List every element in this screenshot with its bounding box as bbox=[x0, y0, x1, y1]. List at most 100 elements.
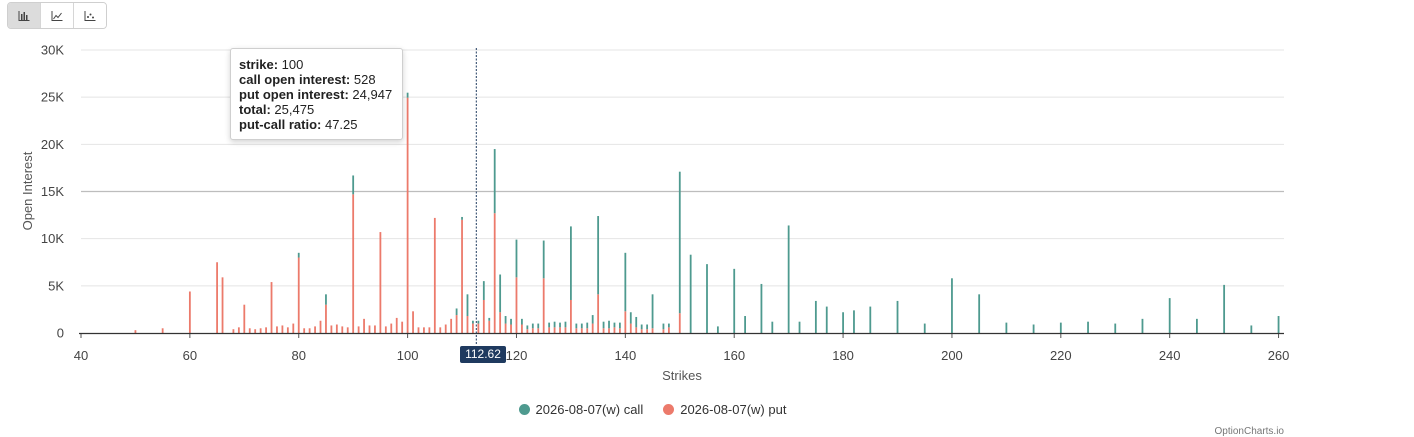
put-bar bbox=[433, 217, 436, 333]
call-bar bbox=[1250, 325, 1253, 333]
put-bar bbox=[216, 262, 218, 333]
call-bar bbox=[771, 321, 774, 333]
put-bar bbox=[629, 323, 632, 333]
scatter-chart-button[interactable] bbox=[74, 3, 106, 28]
call-bar bbox=[493, 149, 496, 214]
call-bar bbox=[635, 316, 638, 328]
put-bar bbox=[428, 327, 431, 333]
chart-type-toolbar bbox=[7, 2, 107, 29]
tooltip-strike-label: strike: bbox=[239, 57, 279, 72]
call-bar bbox=[1168, 298, 1171, 333]
put-bar bbox=[531, 328, 534, 333]
put-bar bbox=[646, 329, 649, 333]
x-tick-label: 60 bbox=[183, 348, 197, 363]
legend-item-put[interactable]: 2026-08-07(w) put bbox=[663, 402, 786, 417]
put-bar bbox=[559, 327, 561, 333]
put-bar bbox=[553, 327, 556, 333]
put-bar bbox=[221, 277, 224, 333]
put-bar bbox=[493, 213, 496, 333]
bar-chart-button[interactable] bbox=[8, 3, 41, 28]
y-tick-label: 0 bbox=[57, 326, 64, 341]
call-bar bbox=[640, 324, 643, 330]
call-bar bbox=[504, 316, 507, 324]
put-bar bbox=[292, 323, 295, 333]
put-bar bbox=[325, 304, 327, 333]
put-bar bbox=[303, 328, 306, 333]
call-bar bbox=[923, 323, 926, 333]
call-bar bbox=[537, 323, 540, 329]
put-bar bbox=[580, 328, 583, 333]
put-bar bbox=[254, 329, 257, 333]
put-bar bbox=[586, 328, 589, 333]
put-bar bbox=[640, 329, 643, 333]
x-tick-label: 160 bbox=[723, 348, 745, 363]
put-bar bbox=[482, 299, 485, 333]
tooltip-put-row: put open interest: 24,947 bbox=[239, 87, 402, 102]
put-bar bbox=[537, 328, 540, 333]
put-bar bbox=[504, 323, 507, 333]
x-tick-label: 180 bbox=[832, 348, 854, 363]
put-bar bbox=[575, 328, 578, 333]
call-bar bbox=[662, 323, 665, 330]
legend-call-dot bbox=[518, 404, 530, 415]
put-bar bbox=[412, 311, 414, 333]
put-bar bbox=[319, 320, 322, 333]
call-bar bbox=[814, 300, 817, 333]
put-bar bbox=[134, 330, 137, 333]
tooltip-ratio-value: 47.25 bbox=[324, 117, 358, 132]
put-bar bbox=[570, 299, 572, 333]
call-bar bbox=[499, 274, 502, 313]
legend: 2026-08-07(w) call 2026-08-07(w) put bbox=[0, 402, 1305, 417]
call-bar bbox=[1059, 322, 1062, 333]
call-bar bbox=[869, 306, 872, 333]
y-tick-label: 30K bbox=[41, 43, 64, 58]
call-bar bbox=[591, 315, 594, 324]
put-bar bbox=[401, 321, 404, 333]
put-bar bbox=[619, 328, 621, 333]
call-bar bbox=[548, 322, 551, 328]
call-bar bbox=[559, 322, 561, 328]
tooltip-call-value: 528 bbox=[353, 72, 376, 87]
put-bar bbox=[188, 291, 191, 333]
call-bar bbox=[564, 321, 567, 328]
x-tick-label: 80 bbox=[292, 348, 306, 363]
x-tick-label: 120 bbox=[506, 348, 528, 363]
call-bar bbox=[510, 318, 512, 325]
line-chart-button[interactable] bbox=[41, 3, 74, 28]
put-bar bbox=[406, 97, 409, 334]
put-bar bbox=[308, 328, 311, 333]
call-bar bbox=[760, 283, 763, 333]
put-bar bbox=[455, 315, 458, 333]
call-bar bbox=[896, 300, 899, 333]
call-bar bbox=[1141, 318, 1144, 333]
call-bar bbox=[455, 308, 458, 316]
put-bar bbox=[461, 219, 463, 333]
x-axis-title: Strikes bbox=[662, 368, 702, 383]
put-bar bbox=[591, 323, 594, 333]
put-bar bbox=[515, 277, 518, 333]
call-bar bbox=[297, 252, 300, 258]
put-bar bbox=[635, 327, 638, 333]
call-bar bbox=[608, 320, 610, 329]
call-bar bbox=[406, 92, 409, 98]
y-tick-label: 5K bbox=[48, 278, 64, 293]
call-bar bbox=[542, 240, 545, 279]
legend-put-dot bbox=[663, 404, 675, 415]
put-bar bbox=[564, 327, 567, 333]
call-bar bbox=[575, 323, 578, 329]
put-bar bbox=[597, 294, 600, 333]
y-tick-label: 15K bbox=[41, 184, 64, 199]
call-bar bbox=[853, 310, 855, 333]
put-bar bbox=[662, 329, 665, 333]
call-bar bbox=[706, 264, 708, 333]
tooltip-strike-value: 100 bbox=[281, 57, 304, 72]
legend-call-label: 2026-08-07(w) call bbox=[535, 402, 644, 417]
put-bar bbox=[286, 327, 289, 333]
grid-lines bbox=[81, 49, 1284, 287]
bar-chart-icon bbox=[18, 10, 30, 21]
tooltip-total-value: 25,475 bbox=[274, 102, 315, 117]
call-bar bbox=[597, 216, 600, 295]
legend-item-call[interactable]: 2026-08-07(w) call bbox=[518, 402, 644, 417]
call-bar bbox=[570, 226, 572, 300]
call-bar bbox=[553, 321, 556, 328]
